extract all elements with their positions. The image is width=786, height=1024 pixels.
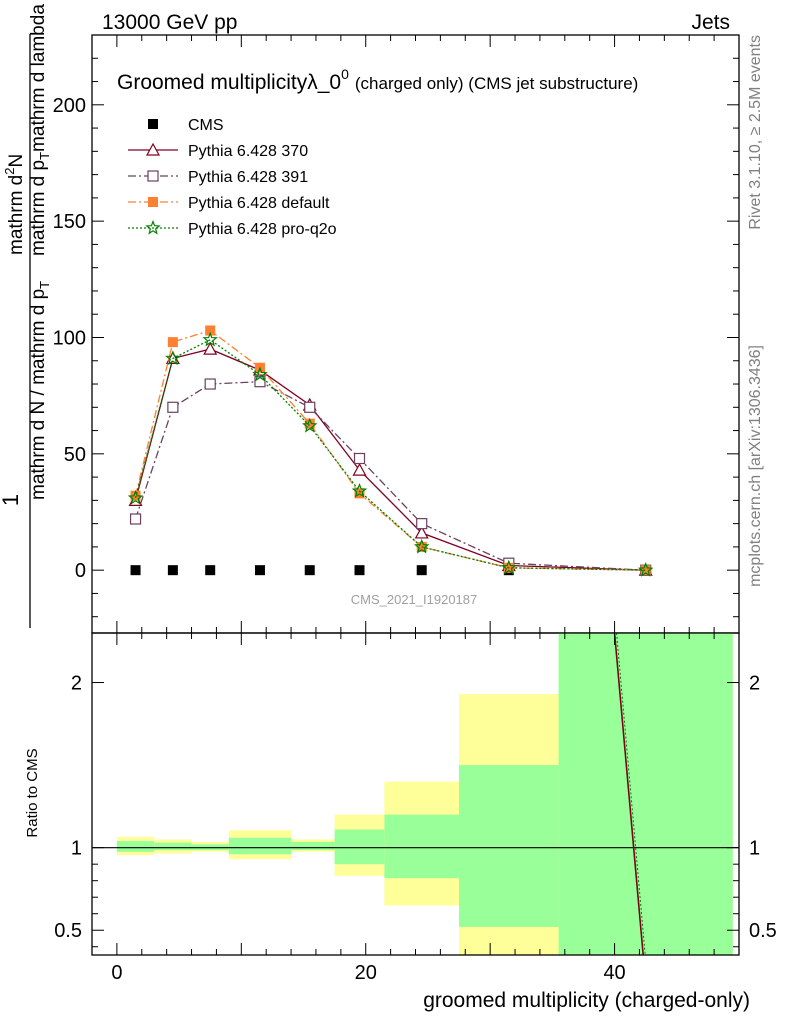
data-point-cms <box>416 565 427 576</box>
x-tick-label: 0 <box>111 962 122 984</box>
main-panel: 0 50 100 150 200 Groomed multiplicityλ_00 (ch… <box>53 34 740 634</box>
ratio-y-tick-label: 1 <box>71 838 82 860</box>
series-line-pythia-6-428-391 <box>134 381 646 571</box>
data-point-pythia-6-428-pro-q2o <box>127 489 144 505</box>
data-point-pythia-6-428-pro-q2o <box>413 538 430 554</box>
watermark: CMS_2021_I1920187 <box>351 592 478 607</box>
legend-marker-pythia-6-428-391 <box>147 170 159 182</box>
ratio-x-axis: 0 20 40 <box>111 633 740 984</box>
main-y-axis: 0 50 100 150 200 <box>53 57 739 618</box>
ratio-panel: 0.5 0.5 1 1 2 2 0 20 40 Ratio to CMS groomed mu… <box>24 632 777 1012</box>
category-label: Jets <box>691 11 730 34</box>
data-point-pythia-6-428-pro-q2o <box>500 559 517 575</box>
ratio-mc-line-2 <box>616 632 646 956</box>
legend-marker-cms <box>148 119 158 129</box>
ratio-uncertainty-bands <box>116 633 733 955</box>
y-tick-label: 150 <box>53 211 86 233</box>
ratio-y-tick-label: 2 <box>71 673 82 695</box>
data-point-pythia-6-428-default <box>304 418 315 429</box>
data-point-cms <box>130 565 141 576</box>
data-point-pythia-6-428-pro-q2o <box>252 366 268 382</box>
data-point-pythia-6-428-pro-q2o <box>351 482 368 498</box>
data-point-pythia-6-428-default <box>205 325 216 336</box>
legend-label-pythia-6-428-391: Pythia 6.428 391 <box>188 169 308 186</box>
data-point-pythia-6-428-pro-q2o <box>637 562 654 577</box>
stat-uncertainty-band <box>228 837 292 855</box>
data-point-pythia-6-428-391 <box>353 452 366 465</box>
ratio-y-tick-label: 0.5 <box>54 920 82 942</box>
y-tick-label: 200 <box>53 95 86 117</box>
x-axis-label: groomed multiplicity (charged-only) <box>423 989 750 1012</box>
legend-label-pythia-6-428-default: Pythia 6.428 default <box>188 195 330 212</box>
rivet-version-label: Rivet 3.1.10, ≥ 2.5M events <box>747 35 764 230</box>
data-point-pythia-6-428-pro-q2o <box>202 331 218 347</box>
ratio-y-tick-label-right: 1 <box>749 838 760 860</box>
y-tick-label: 50 <box>64 444 86 466</box>
y-tick-label: 100 <box>53 327 86 349</box>
stat-uncertainty-band <box>116 841 155 852</box>
data-point-pythia-6-428-391 <box>167 401 179 413</box>
ratio-y-tick-label-right: 0.5 <box>749 920 777 942</box>
series-line-pythia-6-428-default <box>134 329 646 571</box>
legend-marker-pythia-6-428-pro-q2o <box>145 219 161 235</box>
x-tick-label: 40 <box>603 962 625 984</box>
legend-marker-pythia-6-428-370 <box>145 142 161 156</box>
y-label-frac2-den: mathrm d pTmathrm d lambda <box>28 4 52 256</box>
data-point-pythia-6-428-391 <box>129 513 142 525</box>
data-point-pythia-6-428-default <box>167 337 178 348</box>
mcplots-label: mcplots.cern.ch [arXiv:1306.3436] <box>747 345 764 587</box>
stat-uncertainty-band <box>459 765 559 927</box>
legend-label-pythia-6-428-370: Pythia 6.428 370 <box>188 143 308 160</box>
main-x-minor-ticks <box>116 35 740 633</box>
stat-uncertainty-band <box>154 842 192 851</box>
data-point-pythia-6-428-391 <box>254 376 266 388</box>
data-point-pythia-6-428-pro-q2o <box>165 350 181 366</box>
data-point-cms <box>304 565 315 576</box>
legend-label-cms: CMS <box>188 117 224 134</box>
data-point-pythia-6-428-default <box>130 490 141 501</box>
energy-label: 13000 GeV pp <box>102 11 237 34</box>
legend: CMS Pythia 6.428 370 Pythia 6.428 391 Pythi… <box>128 117 337 238</box>
y-label-numerator: mathrm d N / mathrm d pT <box>28 281 52 500</box>
ratio-y-tick-label-right: 2 <box>749 673 760 695</box>
stat-uncertainty-band <box>291 841 335 851</box>
x-tick-label: 20 <box>355 962 377 984</box>
ratio-lines <box>92 632 739 956</box>
data-point-cms <box>205 565 216 576</box>
data-point-pythia-6-428-370 <box>203 341 218 355</box>
data-point-pythia-6-428-370 <box>352 462 367 476</box>
y-label-frac-top: 1 <box>0 494 23 506</box>
ratio-mc-line <box>613 632 644 956</box>
ratio-y-label: Ratio to CMS <box>24 748 41 837</box>
ratio-y-axis: 0.5 0.5 1 1 2 2 <box>54 673 777 948</box>
stat-uncertainty-band <box>558 633 733 955</box>
data-point-pythia-6-428-default <box>640 565 651 576</box>
data-point-pythia-6-428-370 <box>414 525 429 539</box>
legend-marker-pythia-6-428-default <box>148 197 158 207</box>
series-line-pythia-6-428-pro-q2o <box>134 339 646 571</box>
data-point-cms <box>254 565 265 576</box>
data-point-pythia-6-428-391 <box>204 378 216 390</box>
main-y-axis-label: 1 mathrm d N / mathrm d pT mathrm d2N ma… <box>0 4 52 628</box>
data-point-cms <box>167 565 178 576</box>
data-point-pythia-6-428-pro-q2o <box>302 417 318 433</box>
chart-title: Groomed multiplicityλ_00 (charged only) (… <box>117 66 638 94</box>
legend-label-pythia-6-428-pro-q2o: Pythia 6.428 pro-q2o <box>188 221 337 238</box>
y-tick-label: 0 <box>75 560 86 582</box>
data-point-pythia-6-428-391 <box>304 401 316 413</box>
stat-uncertainty-band <box>384 814 460 879</box>
main-series-layer <box>127 325 654 577</box>
data-point-pythia-6-428-default <box>416 541 427 552</box>
data-point-pythia-6-428-391 <box>416 518 428 530</box>
data-point-cms <box>354 565 365 576</box>
y-label-frac2-num: mathrm d2N <box>2 154 27 255</box>
stat-uncertainty-band <box>334 829 385 865</box>
